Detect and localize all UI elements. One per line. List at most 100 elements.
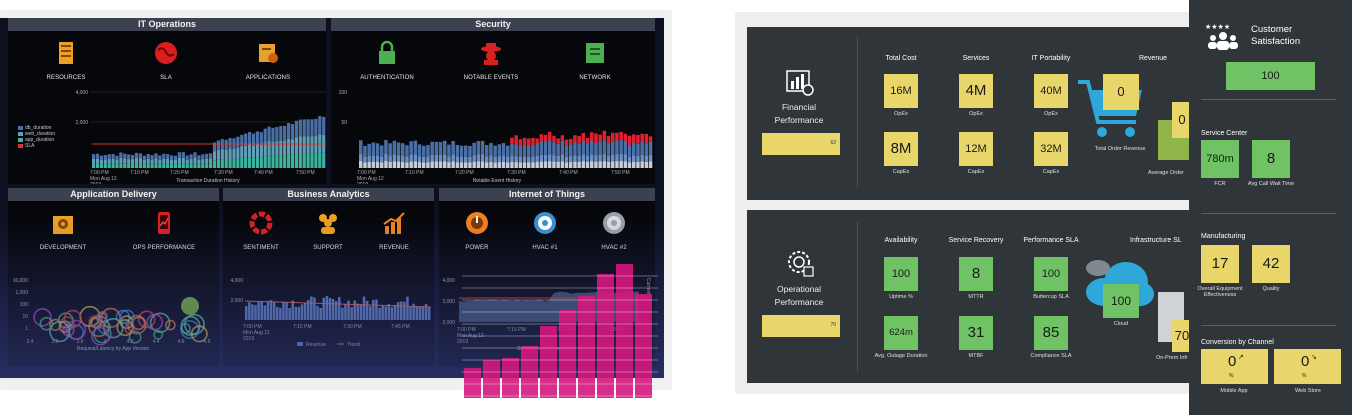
- ops-performance-tile[interactable]: OPS PERFORMANCE: [124, 210, 204, 251]
- revenue-bar: [393, 304, 397, 320]
- bar-segment: [384, 154, 388, 162]
- bar-segment: [602, 140, 607, 155]
- bar-notable: [590, 132, 594, 141]
- bar-segment: [409, 141, 413, 155]
- financial-score-bar: 62: [762, 133, 840, 155]
- conversion-head: Conversion by Channel: [1201, 339, 1274, 346]
- tile-subtitle: CapEx: [967, 169, 985, 175]
- bar-web: [224, 149, 228, 160]
- metric-tile[interactable]: 100: [1034, 257, 1068, 291]
- bar-app: [228, 159, 232, 168]
- bar-segment: [497, 144, 502, 157]
- metric-tile[interactable]: 16M: [884, 74, 918, 108]
- avg-call-wait-tile[interactable]: 8: [1252, 140, 1290, 178]
- application-delivery-panel: Application Delivery DEVELOPMENT OPS PER…: [8, 188, 219, 366]
- bar-web: [138, 158, 142, 164]
- metric-tile[interactable]: 85: [1034, 316, 1068, 350]
- metric-tile[interactable]: 8: [959, 257, 993, 291]
- bar-segment: [422, 145, 426, 157]
- bar-segment: [569, 162, 573, 168]
- bar-web: [127, 159, 131, 164]
- bar-notable: [581, 132, 586, 141]
- bar-db: [181, 152, 185, 158]
- authentication-tile[interactable]: AUTHENTICATION: [347, 40, 427, 81]
- bar-segment: [472, 142, 476, 156]
- x-tick: 3.4: [27, 339, 34, 345]
- revenue-bar: [427, 306, 431, 320]
- bar-segment: [611, 141, 615, 155]
- bar-db: [232, 138, 236, 149]
- bar-app: [166, 163, 170, 168]
- bar-web: [318, 134, 322, 153]
- bar-db: [95, 153, 100, 159]
- quality-tile[interactable]: 42: [1252, 245, 1290, 283]
- bar-web: [232, 148, 236, 160]
- bar-app: [322, 152, 326, 168]
- metric-tile[interactable]: 32M: [1034, 132, 1068, 166]
- hvac-1-tile[interactable]: HVAC #1: [505, 210, 585, 251]
- on-prem-tile[interactable]: 70: [1172, 320, 1192, 352]
- column-head: Services: [962, 55, 990, 62]
- bar-segment: [518, 162, 523, 168]
- bar-web: [228, 148, 232, 160]
- revenue-tile[interactable]: REVENUE: [354, 210, 434, 251]
- metric-tile[interactable]: 40M: [1034, 74, 1068, 108]
- average-order-tile[interactable]: 0: [1172, 102, 1192, 138]
- metric-tile[interactable]: 100: [884, 257, 918, 291]
- power-dial-icon: [466, 212, 488, 234]
- bar-app: [224, 159, 228, 168]
- bar-segment: [417, 162, 422, 168]
- bar-segment: [594, 155, 598, 162]
- bar-notable: [585, 137, 590, 144]
- bar-notable: [573, 135, 577, 143]
- bar-segment: [577, 155, 581, 162]
- bar-notable: [623, 133, 628, 142]
- development-tile[interactable]: DEVELOPMENT: [23, 210, 103, 251]
- arrow-up-icon: ↗: [1238, 354, 1244, 361]
- sla-tile[interactable]: SLA: [126, 40, 206, 81]
- divider: [857, 222, 858, 372]
- chart-legend: db_duration web_duration app_duration SLA: [18, 125, 55, 149]
- metric-tile[interactable]: 8M: [884, 132, 918, 166]
- bar-app: [115, 164, 119, 168]
- x-tick: 7:50 PM: [296, 170, 315, 176]
- bar-segment: [598, 161, 602, 168]
- customer-satisfaction-tile[interactable]: 100: [1226, 62, 1315, 90]
- divider: [1201, 325, 1336, 326]
- bar-segment: [514, 144, 518, 157]
- metric-tile[interactable]: 4M: [959, 74, 993, 108]
- bar-segment: [648, 154, 653, 162]
- bar-segment: [430, 161, 434, 168]
- operational-score-bar: 70: [762, 315, 840, 337]
- hvac-2-tile[interactable]: HVAC #2: [574, 210, 654, 251]
- metric-tile[interactable]: 12M: [959, 132, 993, 166]
- oee-tile[interactable]: 17: [1201, 245, 1239, 283]
- notable-events-tile[interactable]: NOTABLE EVENTS: [451, 40, 531, 81]
- icon-label: HVAC #2: [601, 245, 627, 251]
- applications-tile[interactable]: APPLICATIONS: [228, 40, 308, 81]
- bar-segment: [636, 143, 640, 156]
- metric-tile[interactable]: 31: [959, 316, 993, 350]
- cloud-tile[interactable]: 100: [1103, 284, 1139, 318]
- decorative-bar-graphic: [462, 264, 658, 398]
- metric-tile[interactable]: 624m: [884, 316, 918, 350]
- revenue-bar: [291, 300, 294, 320]
- magenta-bar: [635, 294, 652, 398]
- bar-segment: [455, 156, 460, 163]
- total-order-revenue-tile[interactable]: 0: [1103, 74, 1139, 110]
- mobile-app-tile[interactable]: 0 ↗ %: [1201, 349, 1268, 384]
- bar-web: [248, 144, 252, 158]
- fcr-tile[interactable]: 780m: [1201, 140, 1239, 178]
- x-tick: 4: [104, 339, 107, 345]
- resources-tile[interactable]: RESOURCES: [26, 40, 106, 81]
- bar-segment: [476, 161, 481, 168]
- tile-subtitle: Avg. Outage Duration: [874, 353, 928, 359]
- bar-notable: [535, 138, 539, 144]
- bar-web: [92, 158, 96, 164]
- bar-segment: [602, 154, 607, 162]
- network-tile[interactable]: NETWORK: [555, 40, 635, 81]
- x-tick: 4.4: [153, 339, 160, 345]
- bar-segment: [489, 161, 493, 168]
- tile-value: 70: [1174, 328, 1190, 343]
- web-store-tile[interactable]: 0 ↘ %: [1274, 349, 1341, 384]
